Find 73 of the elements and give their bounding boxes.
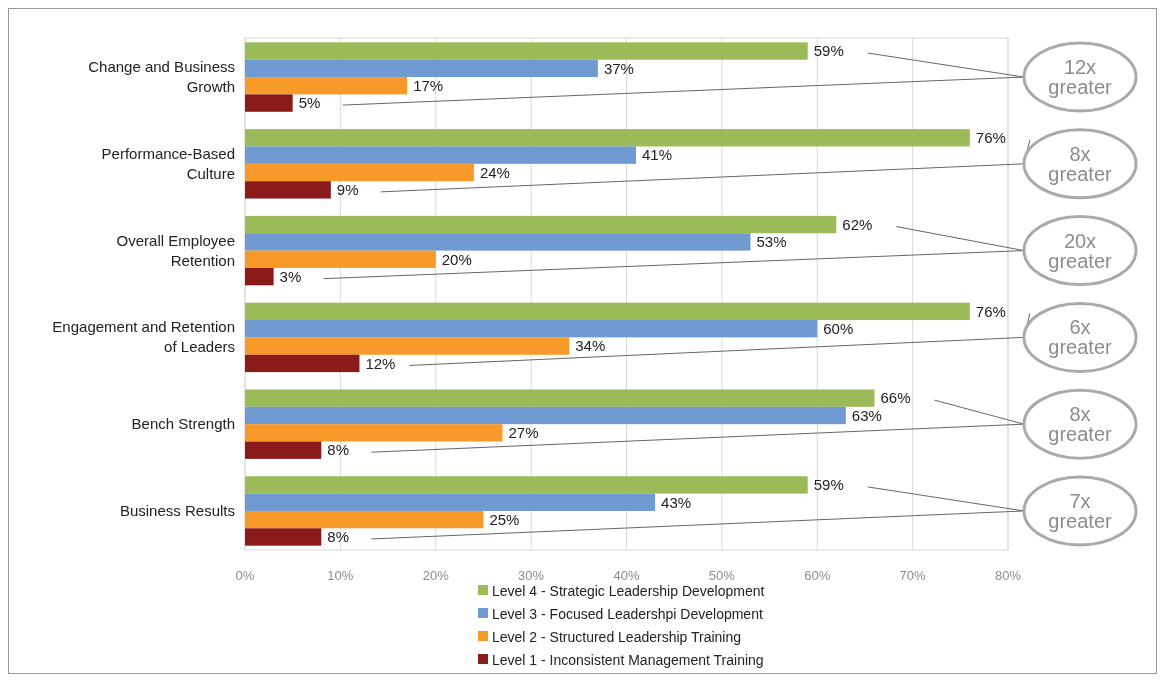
bar — [245, 320, 818, 338]
bar — [245, 250, 436, 268]
data-label: 5% — [298, 94, 321, 112]
legend-label: Level 3 - Focused Leadershpi Development — [492, 605, 763, 622]
data-label: 24% — [479, 163, 510, 181]
data-label: 41% — [642, 146, 673, 164]
bar — [245, 181, 331, 199]
data-label: 27% — [508, 424, 539, 442]
data-label: 76% — [975, 129, 1006, 147]
bar — [245, 441, 322, 459]
y-tick-label: Overall Employee Retention — [116, 231, 235, 269]
x-tick-label: 70% — [899, 568, 927, 583]
data-label: 63% — [851, 406, 882, 424]
data-label: 20% — [441, 250, 472, 268]
bar — [245, 528, 322, 546]
legend-label: Level 2 - Structured Leadership Training — [492, 628, 742, 645]
data-label: 8% — [327, 441, 349, 459]
bar — [245, 233, 751, 251]
bar — [245, 94, 293, 112]
data-label: 17% — [413, 76, 444, 94]
bar — [245, 146, 637, 164]
data-label: 43% — [661, 493, 692, 511]
bar — [245, 267, 274, 286]
y-tick-label: Engagement and Retention of Leaders — [52, 318, 235, 356]
x-tick-label: 0% — [235, 568, 255, 583]
data-label: 8% — [327, 528, 349, 546]
bar — [245, 406, 846, 425]
x-tick-label: 30% — [518, 568, 545, 583]
legend-label: Level 1 - Inconsistent Management Training — [492, 651, 764, 668]
text: 20x greater — [1048, 229, 1113, 272]
data-label: 9% — [336, 181, 359, 199]
data-label: 3% — [279, 267, 302, 285]
bar — [245, 510, 484, 529]
data-label: 37% — [603, 59, 634, 77]
bar — [245, 129, 970, 147]
legend-label: Level 4 - Strategic Leadership Development — [492, 582, 765, 599]
y-tick-label: Bench Strength — [131, 415, 235, 433]
text: 12x greater — [1048, 56, 1113, 99]
x-tick-label: 60% — [804, 568, 831, 583]
bar — [245, 302, 970, 321]
x-tick-label: 40% — [613, 568, 640, 583]
bar — [245, 476, 808, 494]
data-label: 12% — [365, 354, 396, 372]
data-label: 62% — [842, 215, 873, 233]
bar — [245, 424, 503, 442]
bar — [245, 493, 656, 511]
data-label: 59% — [813, 476, 844, 494]
data-label: 66% — [880, 389, 911, 407]
y-tick-label: Change and Business Growth — [88, 58, 235, 96]
bar — [245, 337, 570, 355]
x-tick-label: 10% — [327, 568, 354, 583]
y-tick-label: Business Results — [119, 501, 235, 519]
data-label: 34% — [575, 337, 606, 355]
x-tick-label: 80% — [994, 568, 1022, 583]
bar — [245, 354, 360, 373]
text: 6x greater — [1048, 316, 1113, 359]
x-tick-label: 50% — [708, 568, 736, 583]
text: 7x greater — [1048, 489, 1113, 532]
bar — [245, 59, 598, 78]
y-tick-label: Performance-Based Culture — [101, 144, 235, 182]
data-label: 59% — [813, 42, 844, 60]
data-label: 53% — [756, 233, 787, 251]
bar — [245, 389, 875, 407]
data-label: 25% — [489, 510, 520, 528]
data-label: 60% — [823, 319, 854, 337]
text: 8x greater — [1048, 142, 1113, 185]
data-label: 76% — [975, 302, 1006, 320]
bar — [245, 163, 474, 182]
bar — [245, 42, 808, 60]
text: 8x greater — [1048, 403, 1113, 446]
x-tick-label: 20% — [422, 568, 450, 583]
bar — [245, 77, 408, 95]
bar — [245, 215, 837, 234]
